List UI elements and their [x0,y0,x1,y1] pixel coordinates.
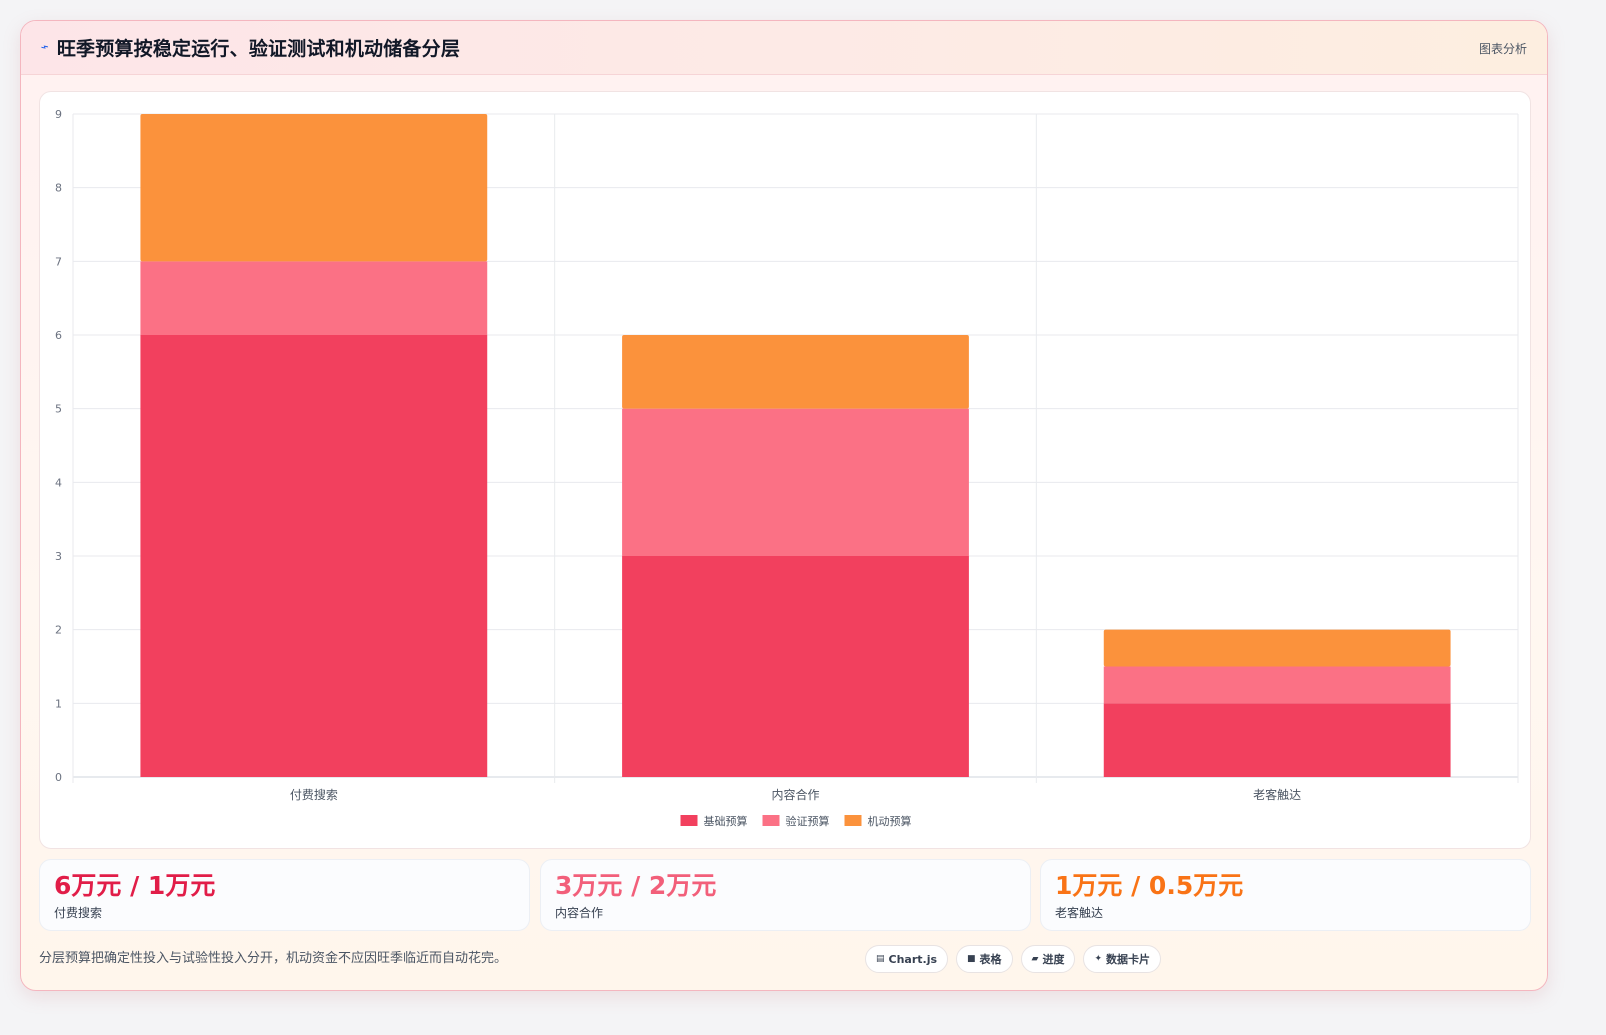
stat-card-returning-customers: 1万元 / 0.5万元 老客触达 [1040,859,1531,931]
bar-segment [622,408,969,556]
stat-value: 6万元 / 1万元 [54,871,216,900]
legend-swatch [680,815,698,826]
x-tick-label: 内容合作 [771,787,819,802]
trend-icon: ⌁ [38,39,52,56]
chart-container: 0 1 2 3 4 5 6 7 8 9 付费搜索 内容合作 老客触达 基础预算 验证预算 机动预算 [39,91,1531,849]
chart-card: ⌁ 旺季预算按稳定运行、验证测试和机动储备分层 图表分析 0 1 2 3 4 5 6 7 8 9 付… [20,20,1548,991]
tag-label: 数据卡片 [1106,953,1151,966]
x-tick-label: 老客触达 [1253,787,1301,802]
y-tick-label: 6 [55,329,62,342]
y-tick-label: 9 [55,108,62,121]
tag-data-cards[interactable]: ✦ 数据卡片 [1083,945,1162,973]
y-tick-label: 5 [55,403,62,416]
stat-label: 老客触达 [1055,906,1104,920]
bar-segment [1103,666,1451,704]
tag-chartjs[interactable]: ▤ Chart.js [865,945,949,973]
sparkle-icon: ✦ [1094,954,1103,964]
stat-value: 3万元 / 2万元 [555,871,717,900]
legend-label: 机动预算 [868,814,912,828]
stat-label: 付费搜索 [54,906,103,920]
y-tick-label: 0 [55,771,62,784]
tag-label: 表格 [979,953,1002,966]
y-tick-label: 3 [55,550,62,563]
y-tick-label: 1 [55,697,62,710]
bar-segment [622,556,969,777]
y-tick-label: 7 [55,255,62,268]
y-tick-label: 4 [55,476,62,489]
stat-card-paid-search: 6万元 / 1万元 付费搜索 [39,859,530,931]
x-tick-label: 付费搜索 [290,787,338,802]
feature-tags: ▤ Chart.js ■ 表格 ▰ 进度 ✦ 数据卡片 [865,945,1162,973]
legend-label: 基础预算 [704,814,748,828]
y-tick-label: 2 [55,624,62,637]
stat-card-content-partnership: 3万元 / 2万元 内容合作 [540,859,1031,931]
tag-table[interactable]: ■ 表格 [956,945,1013,973]
y-tick-label: 8 [55,182,62,195]
page-title: 旺季预算按稳定运行、验证测试和机动储备分层 [56,38,461,60]
bar-segment [140,261,488,335]
stat-label: 内容合作 [555,906,604,920]
stat-value: 1万元 / 0.5万元 [1055,871,1244,900]
tag-label: 进度 [1042,953,1065,966]
tag-label: Chart.js [888,952,938,966]
bar-segment [1103,703,1451,777]
legend-swatch [762,815,780,826]
bar-segment [140,335,488,777]
card-header: ⌁ 旺季预算按稳定运行、验证测试和机动储备分层 图表分析 [21,21,1547,75]
footnote: 分层预算把确定性投入与试验性投入分开，机动资金不应因旺季临近而自动花完。 [39,951,508,966]
stacked-bar-chart: 0 1 2 3 4 5 6 7 8 9 付费搜索 内容合作 老客触达 基础预算 验证预算 机动预算 [55,108,1519,828]
legend-swatch [844,815,862,826]
legend-label: 验证预算 [786,814,830,828]
bar-segment [1103,629,1451,667]
bar-segment [140,114,488,262]
progress-icon: ▰ [1031,954,1039,964]
tag-progress[interactable]: ▰ 进度 [1020,945,1076,973]
table-icon: ■ [967,954,976,964]
bar-segment [622,335,969,409]
chart-analysis-label: 图表分析 [1478,42,1527,56]
chart-icon: ▤ [876,954,885,964]
